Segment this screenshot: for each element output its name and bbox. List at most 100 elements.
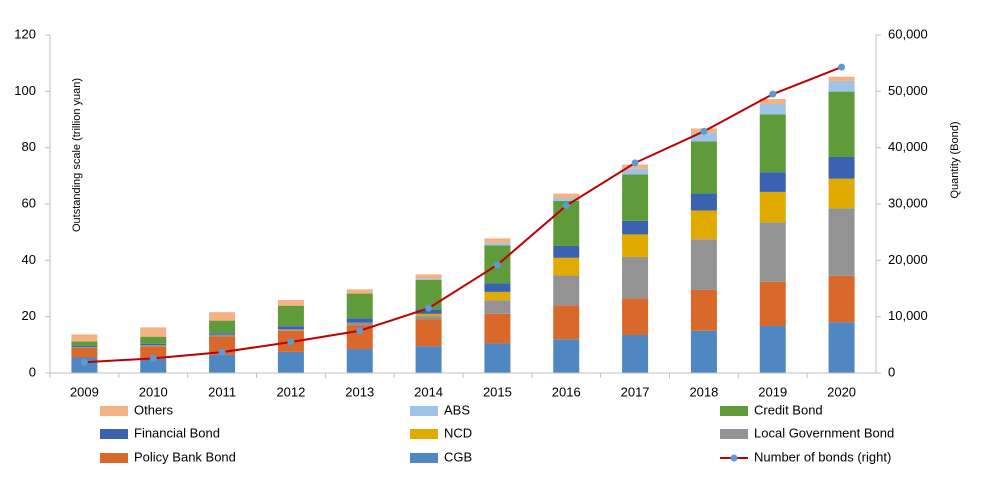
x-tick-label: 2017: [621, 384, 650, 399]
bar-segment: [828, 208, 855, 276]
bar-segment: [622, 256, 649, 299]
bar-segment: [553, 339, 580, 373]
bar-segment: [622, 164, 649, 169]
bar-segment: [690, 239, 717, 290]
x-tick-label: 2013: [345, 384, 374, 399]
y2-tick-label: 0: [888, 364, 895, 379]
bar-segment: [828, 76, 855, 81]
y-axis-title: Outstanding scale (trillion yuan): [71, 78, 83, 232]
y-tick-label: 60: [22, 195, 36, 210]
legend-label: Credit Bond: [754, 402, 823, 417]
bar-segment: [553, 193, 580, 199]
legend-label: Policy Bank Bond: [134, 449, 236, 464]
bar-segment: [140, 358, 167, 373]
bar-segment: [415, 279, 442, 310]
y2-tick-label: 10,000: [888, 308, 928, 323]
bar-segment: [209, 336, 236, 355]
bar-segment: [690, 193, 717, 211]
bar-segment: [415, 313, 442, 317]
bar-segment: [484, 283, 511, 292]
legend-label: Others: [134, 402, 174, 417]
line-marker: [80, 358, 88, 366]
line-marker: [493, 261, 501, 269]
bar-segment: [346, 293, 373, 319]
bar-segment: [277, 300, 304, 306]
y2-tick-label: 40,000: [888, 139, 928, 154]
bar-segment: [484, 343, 511, 373]
bar-segment: [415, 316, 442, 320]
x-tick-label: 2009: [70, 384, 99, 399]
bar-segment: [690, 289, 717, 331]
legend-swatch: [410, 429, 438, 439]
y-tick-label: 0: [29, 364, 36, 379]
bar-segment: [828, 322, 855, 373]
line-marker: [218, 348, 226, 356]
legend-swatch: [410, 406, 438, 416]
bar-segment: [622, 174, 649, 221]
legend-label: Local Government Bond: [754, 425, 894, 440]
legend-swatch: [410, 453, 438, 463]
y-tick-label: 80: [22, 139, 36, 154]
bar-segment: [140, 345, 167, 347]
bar-segment: [690, 141, 717, 194]
line: [84, 66, 842, 364]
y-tick-label: 40: [22, 252, 36, 267]
bar-segment: [759, 114, 786, 173]
y2-tick-label: 50,000: [888, 83, 928, 98]
legend-label: ABS: [444, 402, 470, 417]
line-marker: [287, 338, 295, 346]
legend-marker: [730, 454, 738, 462]
bar-segment: [759, 191, 786, 223]
bar-segment: [690, 330, 717, 373]
bar-segment: [622, 168, 649, 175]
bar-segment: [277, 326, 304, 330]
y2-tick-label: 30,000: [888, 195, 928, 210]
line-marker: [769, 90, 777, 98]
bar-segment: [759, 172, 786, 192]
bar-segment: [622, 334, 649, 373]
x-tick-label: 2020: [827, 384, 856, 399]
bar-segment: [346, 349, 373, 373]
legend-label: Number of bonds (right): [754, 449, 891, 464]
bar-segment: [484, 238, 511, 244]
y2-tick-label: 20,000: [888, 252, 928, 267]
bar-segment: [553, 198, 580, 201]
legend-swatch: [720, 406, 748, 416]
x-tick-label: 2014: [414, 384, 443, 399]
bar-segment: [759, 98, 786, 105]
bar-segment: [828, 178, 855, 209]
bar-segment: [277, 329, 304, 331]
bar-segment: [140, 336, 167, 344]
line-marker: [356, 327, 364, 335]
legend-swatch: [100, 406, 128, 416]
bar-segment: [415, 278, 442, 280]
bar-segment: [277, 305, 304, 327]
y-tick-label: 100: [14, 83, 36, 98]
bar-segment: [553, 275, 580, 306]
bar-segment: [828, 91, 855, 157]
x-tick-label: 2016: [552, 384, 581, 399]
line-marker: [562, 202, 570, 210]
legend-swatch: [100, 429, 128, 439]
bar-segment: [759, 104, 786, 115]
bar-segment: [209, 333, 236, 335]
legend-label: Financial Bond: [134, 425, 220, 440]
line-marker: [631, 159, 639, 167]
bar-segment: [71, 334, 98, 342]
bar-segment: [828, 80, 855, 92]
bar-segment: [346, 322, 373, 326]
legend-label: NCD: [444, 425, 472, 440]
bar-segment: [71, 347, 98, 358]
bar-segment: [209, 334, 236, 337]
bar-segment: [553, 257, 580, 276]
bar-segment: [828, 275, 855, 323]
x-tick-label: 2019: [758, 384, 787, 399]
line-marker: [425, 304, 433, 312]
bar-segment: [553, 245, 580, 258]
bar-segment: [690, 133, 717, 142]
bar-segment: [140, 327, 167, 337]
y2-axis-title: Quantity (Bond): [949, 121, 961, 198]
bar-segment: [553, 305, 580, 340]
bar-segment: [484, 300, 511, 314]
